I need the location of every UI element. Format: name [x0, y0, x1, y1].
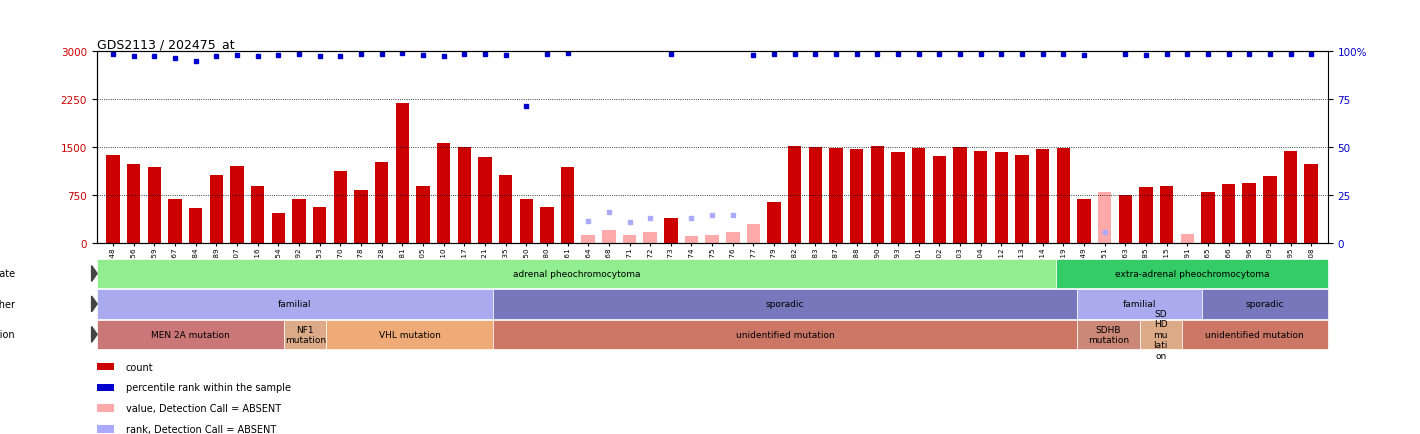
Text: count: count: [126, 362, 153, 372]
Bar: [1284, 152, 1298, 243]
Text: familial: familial: [1123, 300, 1157, 309]
Bar: [479, 158, 491, 243]
Bar: [416, 187, 430, 243]
Bar: [189, 208, 203, 243]
Bar: [892, 153, 905, 243]
Bar: [726, 232, 740, 243]
Text: familial: familial: [278, 300, 311, 309]
Bar: [581, 235, 595, 243]
Bar: [1242, 184, 1255, 243]
Text: percentile rank within the sample: percentile rank within the sample: [126, 383, 291, 392]
Bar: [1098, 192, 1112, 243]
Text: NF1
mutation: NF1 mutation: [284, 325, 325, 344]
Bar: [1139, 187, 1153, 243]
Bar: [602, 230, 615, 243]
Text: VHL mutation: VHL mutation: [379, 330, 440, 339]
Bar: [169, 200, 182, 243]
Text: value, Detection Call = ABSENT: value, Detection Call = ABSENT: [126, 404, 281, 413]
Bar: [974, 151, 987, 243]
Bar: [271, 214, 285, 243]
Bar: [312, 207, 327, 243]
Text: extra-adrenal pheochromocytoma: extra-adrenal pheochromocytoma: [1115, 270, 1269, 278]
Text: genotype/variation: genotype/variation: [0, 330, 16, 339]
Bar: [354, 191, 368, 243]
Bar: [1078, 200, 1091, 243]
Text: sporadic: sporadic: [765, 300, 804, 309]
Bar: [498, 176, 513, 243]
Bar: [1180, 235, 1194, 243]
Bar: [106, 155, 119, 243]
Bar: [293, 200, 305, 243]
Bar: [334, 172, 346, 243]
Bar: [251, 187, 264, 243]
Bar: [933, 157, 946, 243]
Text: other: other: [0, 299, 16, 309]
Bar: [396, 104, 409, 243]
Bar: [437, 144, 450, 243]
Bar: [809, 148, 822, 243]
Bar: [1015, 155, 1028, 243]
Bar: [912, 149, 926, 243]
Text: adrenal pheochromocytoma: adrenal pheochromocytoma: [513, 270, 640, 278]
Bar: [148, 168, 160, 243]
Bar: [665, 219, 677, 243]
Text: rank, Detection Call = ABSENT: rank, Detection Call = ABSENT: [126, 424, 275, 434]
Bar: [210, 176, 223, 243]
Bar: [1056, 148, 1071, 243]
Bar: [767, 202, 781, 243]
Bar: [561, 167, 574, 243]
Bar: [953, 148, 967, 243]
Text: MEN 2A mutation: MEN 2A mutation: [151, 330, 230, 339]
Text: sporadic: sporadic: [1245, 300, 1284, 309]
Bar: [829, 148, 843, 243]
Bar: [1305, 165, 1318, 243]
Bar: [1264, 176, 1277, 243]
Bar: [540, 207, 554, 243]
Bar: [706, 235, 719, 243]
Text: unidentified mutation: unidentified mutation: [736, 330, 835, 339]
Bar: [643, 233, 657, 243]
Bar: [684, 237, 699, 243]
Text: SDHB
mutation: SDHB mutation: [1088, 325, 1129, 344]
Bar: [1201, 192, 1214, 243]
Bar: [126, 165, 141, 243]
Bar: [994, 153, 1008, 243]
Bar: [520, 200, 532, 243]
Bar: [870, 147, 885, 243]
Bar: [230, 167, 244, 243]
Bar: [1037, 150, 1049, 243]
Text: disease state: disease state: [0, 269, 16, 279]
Bar: [457, 148, 471, 243]
Text: GDS2113 / 202475_at: GDS2113 / 202475_at: [97, 38, 234, 51]
Bar: [1160, 187, 1173, 243]
Bar: [1119, 195, 1132, 243]
Bar: [851, 150, 863, 243]
Bar: [1221, 184, 1235, 243]
Bar: [747, 224, 760, 243]
Bar: [623, 235, 636, 243]
Bar: [375, 163, 388, 243]
Text: SD
HD
mu
lati
on: SD HD mu lati on: [1153, 309, 1169, 360]
Text: unidentified mutation: unidentified mutation: [1206, 330, 1304, 339]
Bar: [788, 146, 801, 243]
